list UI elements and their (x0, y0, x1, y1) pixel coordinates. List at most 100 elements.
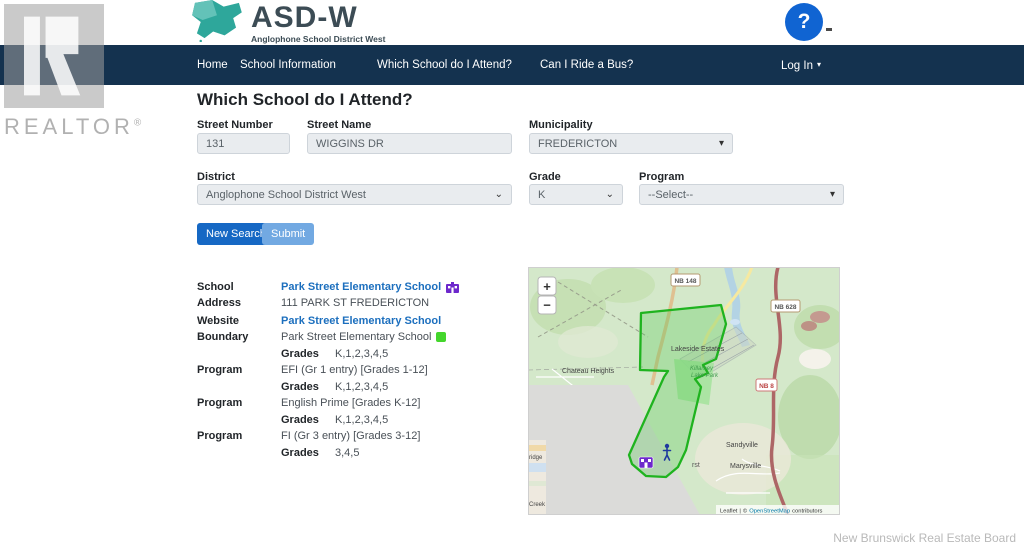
municipality-label: Municipality (529, 119, 593, 131)
zoom-in-button[interactable] (537, 276, 557, 296)
program-row: Program FI (Gr 3 entry) [Grades 3-12] (197, 430, 421, 442)
map-label: Chateau Heights (562, 368, 615, 375)
program-row: Program EFI (Gr 1 entry) [Grades 1-12] (197, 364, 428, 376)
minus-icon: − (543, 298, 551, 313)
grades-row: Grades K,1,2,3,4,5 (281, 381, 389, 393)
grades-row: Grades K,1,2,3,4,5 (281, 348, 389, 360)
boundary-color-swatch (436, 332, 447, 342)
program-value: English Prime [Grades K-12] (281, 397, 421, 409)
district-map-logo-icon (192, 0, 242, 42)
map-zoom-control: + − (537, 276, 557, 315)
nav-item-home[interactable]: Home (197, 59, 228, 71)
school-row-label: School (197, 281, 234, 293)
map-label: Killarney (690, 366, 714, 372)
district-select[interactable]: Anglophone School District West ⌄ (197, 184, 512, 205)
chevron-down-icon: ⌄ (605, 188, 614, 200)
grades-value: K,1,2,3,4,5 (335, 381, 389, 393)
route-badge-nb148: NB 148 (670, 273, 701, 287)
website-row-label: Website (197, 315, 239, 327)
municipality-value: FREDERICTON (538, 137, 618, 150)
zoom-out-button[interactable] (537, 295, 557, 315)
unloaded-map-tile (528, 385, 700, 515)
map-label: rst (692, 462, 700, 469)
boundary-polygon[interactable] (627, 303, 728, 479)
grade-value: K (538, 188, 546, 201)
brand-subtitle: Anglophone School District West (251, 34, 386, 44)
nav-item-which-school[interactable]: Which School do I Attend? (377, 59, 512, 71)
brand-logo[interactable]: ASD-W Anglophone School District West (185, 0, 385, 44)
school-boundary-map[interactable]: ridge Creek Lakeside Estates Chateau Hei… (528, 267, 840, 515)
svg-text:NB 148: NB 148 (674, 278, 696, 285)
program-label: Program (639, 171, 685, 183)
results-panel: School Park Street Elementary School Add… (197, 281, 527, 463)
svg-text:ridge: ridge (529, 455, 543, 461)
school-link[interactable]: Park Street Elementary School (281, 281, 442, 293)
street-name-input[interactable] (307, 133, 512, 154)
svg-text:NB 8: NB 8 (759, 383, 774, 390)
page-title: Which School do I Attend? (197, 90, 413, 109)
grades-value: 3,4,5 (335, 447, 360, 459)
school-building-icon (446, 281, 460, 293)
grades-row: Grades 3,4,5 (281, 447, 360, 459)
river (724, 267, 750, 347)
leaflet-link[interactable]: Leaflet (720, 509, 738, 515)
nav-item-school-information[interactable]: School Information (240, 59, 336, 71)
login-label: Log In (781, 60, 813, 72)
svg-text:NB 628: NB 628 (774, 304, 796, 311)
address-value: 111 PARK ST FREDERICTON (281, 297, 430, 309)
chevron-down-icon: ⌄ (494, 188, 503, 200)
route-badge-nb628: NB 628 (770, 299, 801, 313)
chevron-down-icon: ▾ (816, 60, 821, 69)
school-marker-icon[interactable] (638, 456, 654, 469)
new-search-button[interactable]: New Search (197, 223, 275, 245)
boundary-row: Boundary Park Street Elementary School (197, 331, 527, 348)
map-label: Sandyville (726, 442, 758, 449)
map-left-strip: ridge Creek (528, 440, 546, 515)
question-mark-icon: ? (797, 10, 811, 33)
grades-value: K,1,2,3,4,5 (335, 348, 389, 360)
program-select[interactable]: --Select-- ▾ (639, 184, 844, 205)
municipality-select[interactable]: FREDERICTON ▾ (529, 133, 733, 154)
help-button[interactable]: ? (785, 3, 823, 41)
nav-login-dropdown[interactable]: Log In ▾ (781, 45, 821, 85)
header: ASD-W Anglophone School District West ? (0, 0, 1024, 45)
nav-item-ride-bus[interactable]: Can I Ride a Bus? (540, 59, 634, 71)
footer-credit: New Brunswick Real Estate Board (833, 531, 1016, 545)
school-row: School Park Street Elementary School (197, 281, 527, 297)
street-name-label: Street Name (307, 119, 372, 131)
address-row-label: Address (197, 297, 242, 309)
street-number-label: Street Number (197, 119, 273, 131)
map-label: Lake Park (691, 373, 719, 379)
district-label: District (197, 171, 235, 183)
boundary-row-label: Boundary (197, 331, 249, 343)
osm-link[interactable]: OpenStreetMap (749, 509, 790, 515)
person-marker-icon[interactable] (662, 443, 672, 461)
street-number-input[interactable] (197, 133, 290, 154)
svg-text:Creek: Creek (529, 502, 546, 508)
website-row: Website Park Street Elementary School (197, 315, 527, 331)
grades-row: Grades K,1,2,3,4,5 (281, 414, 389, 426)
grade-select[interactable]: K ⌄ (529, 184, 623, 205)
grade-label: Grade (529, 171, 561, 183)
website-link[interactable]: Park Street Elementary School (281, 315, 442, 327)
chevron-down-icon: ▾ (718, 137, 724, 149)
address-row: Address 111 PARK ST FREDERICTON (197, 297, 527, 315)
district-value: Anglophone School District West (206, 188, 366, 201)
program-value: EFI (Gr 1 entry) [Grades 1-12] (281, 364, 428, 376)
chevron-down-icon: ▾ (829, 188, 835, 200)
main-nav: Home School Information Which School do … (0, 45, 1024, 85)
realtor-label: REALTOR® (4, 114, 142, 139)
submit-button[interactable]: Submit (262, 223, 315, 245)
map-label: Marysville (730, 463, 761, 470)
map-label: Lakeside Estates (671, 346, 725, 353)
program-value: FI (Gr 3 entry) [Grades 3-12] (281, 430, 421, 442)
map-attribution: Leaflet | © OpenStreetMap contributors (716, 505, 840, 515)
help-caret-icon (826, 28, 832, 31)
brand-title: ASD-W (251, 1, 358, 34)
grades-value: K,1,2,3,4,5 (335, 414, 389, 426)
plus-icon: + (543, 279, 551, 294)
program-row: Program English Prime [Grades K-12] (197, 397, 421, 409)
program-value: --Select-- (648, 188, 694, 201)
